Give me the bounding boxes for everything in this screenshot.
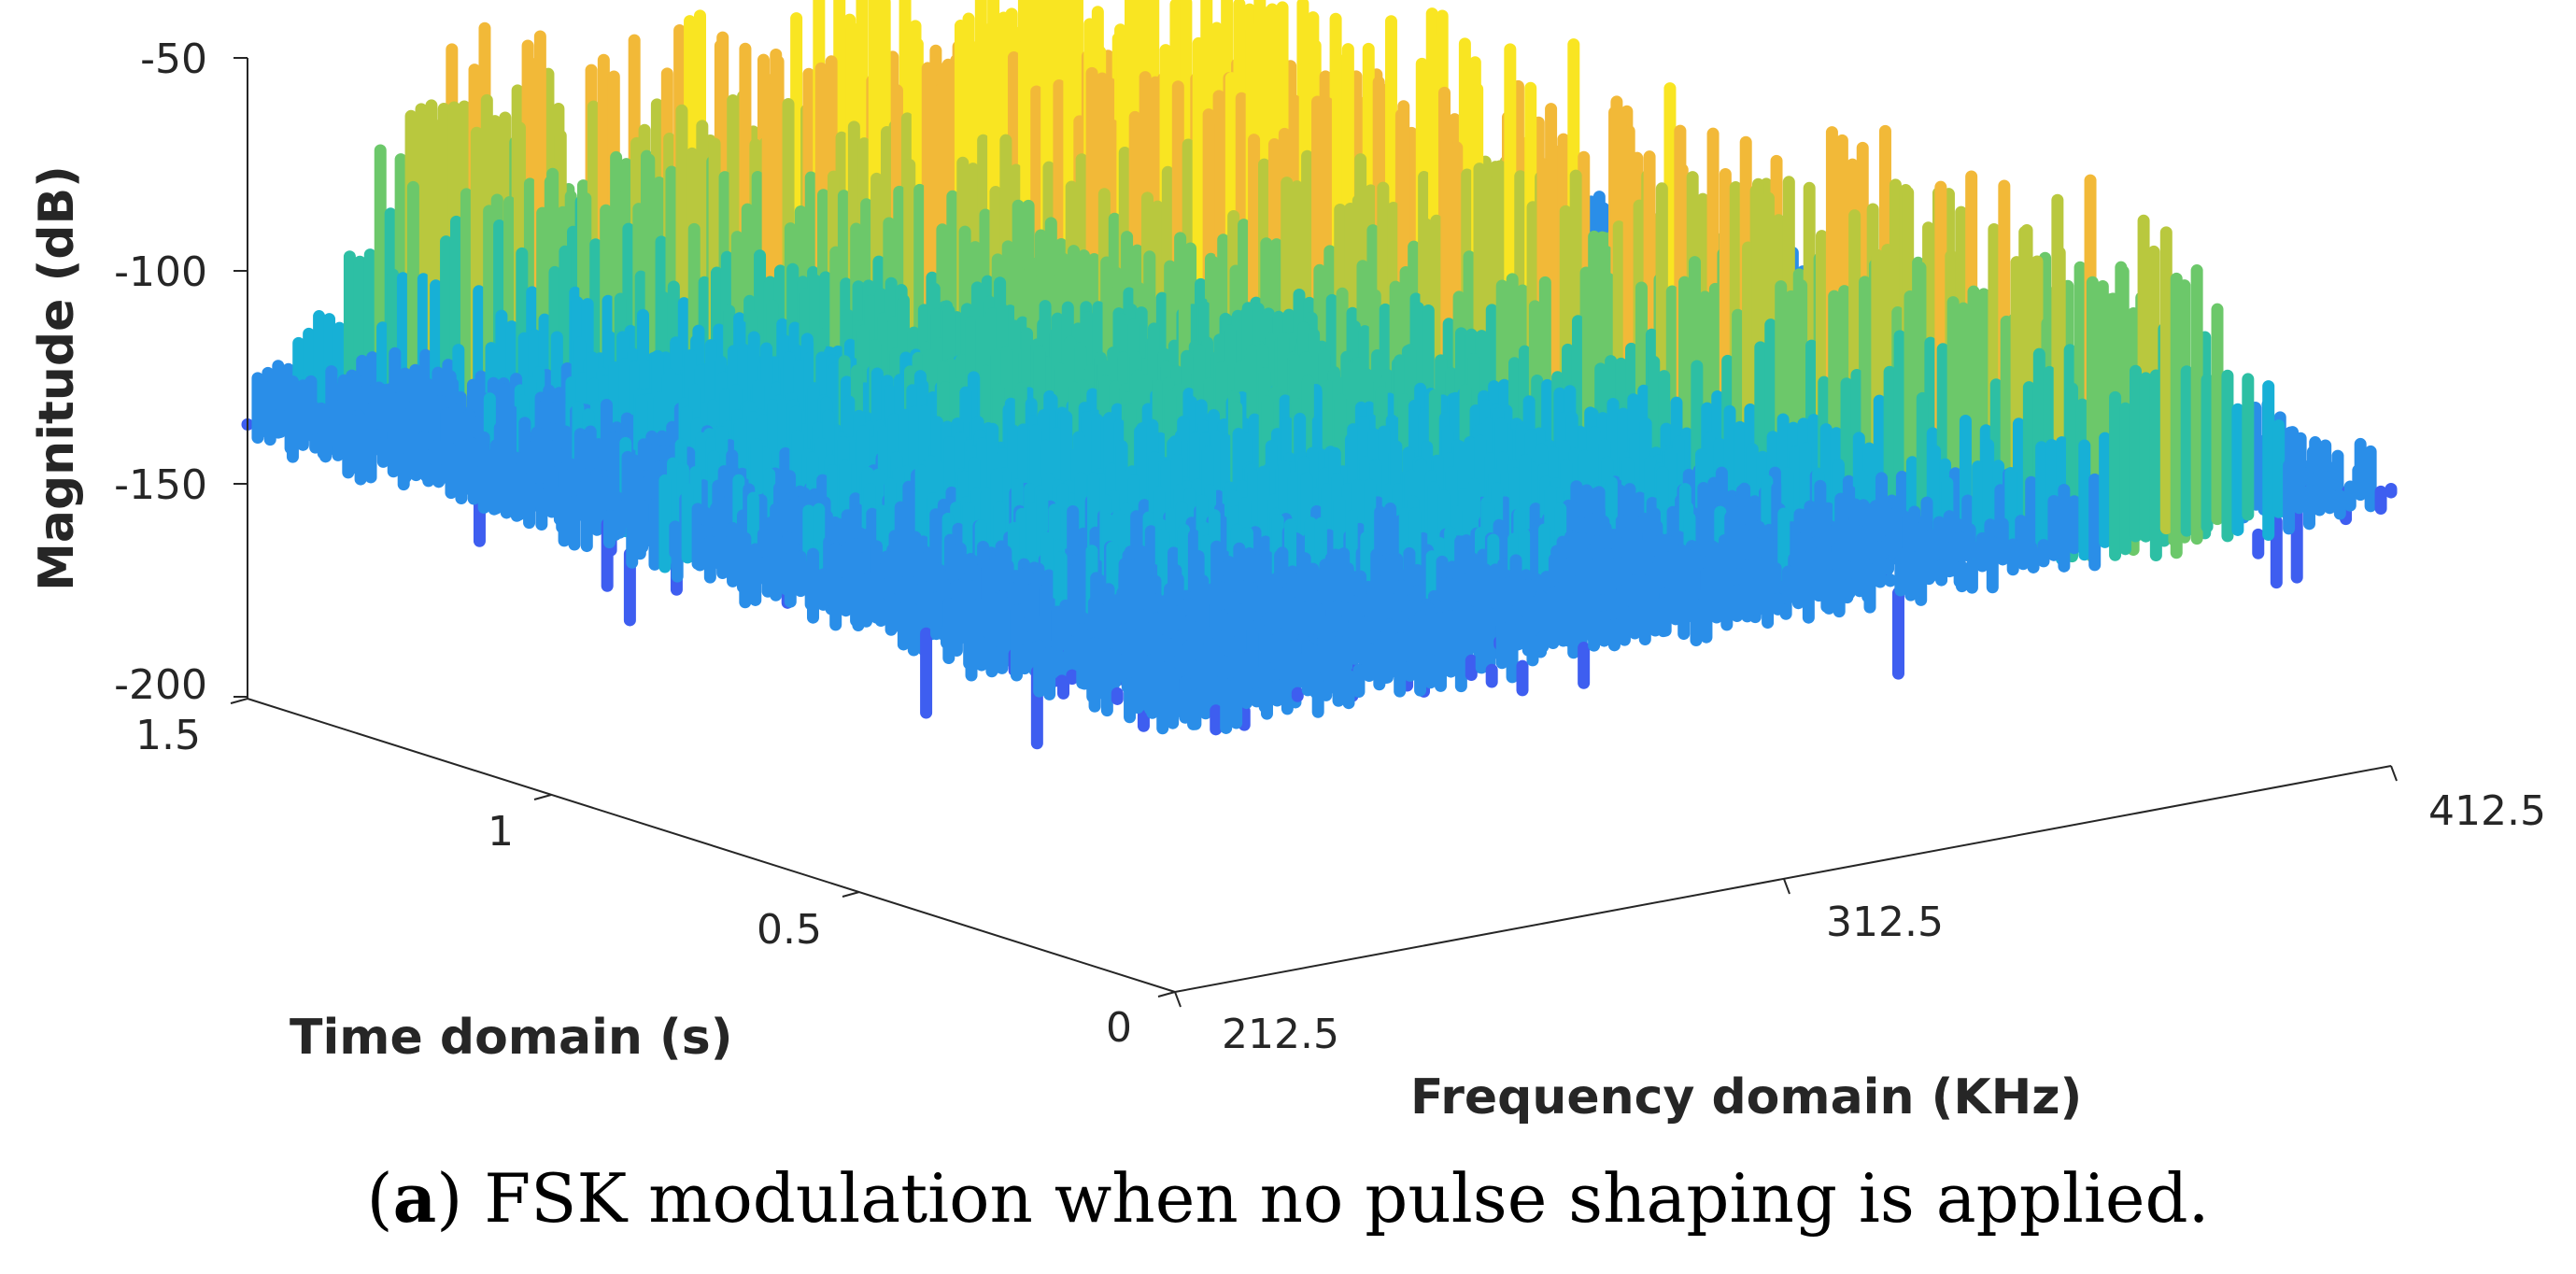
surface-plot: -50 -100 -150 -200 0 0.5 1 1.5 212.5 312… — [29, 0, 2546, 1125]
surface-mesh — [241, 0, 2398, 750]
